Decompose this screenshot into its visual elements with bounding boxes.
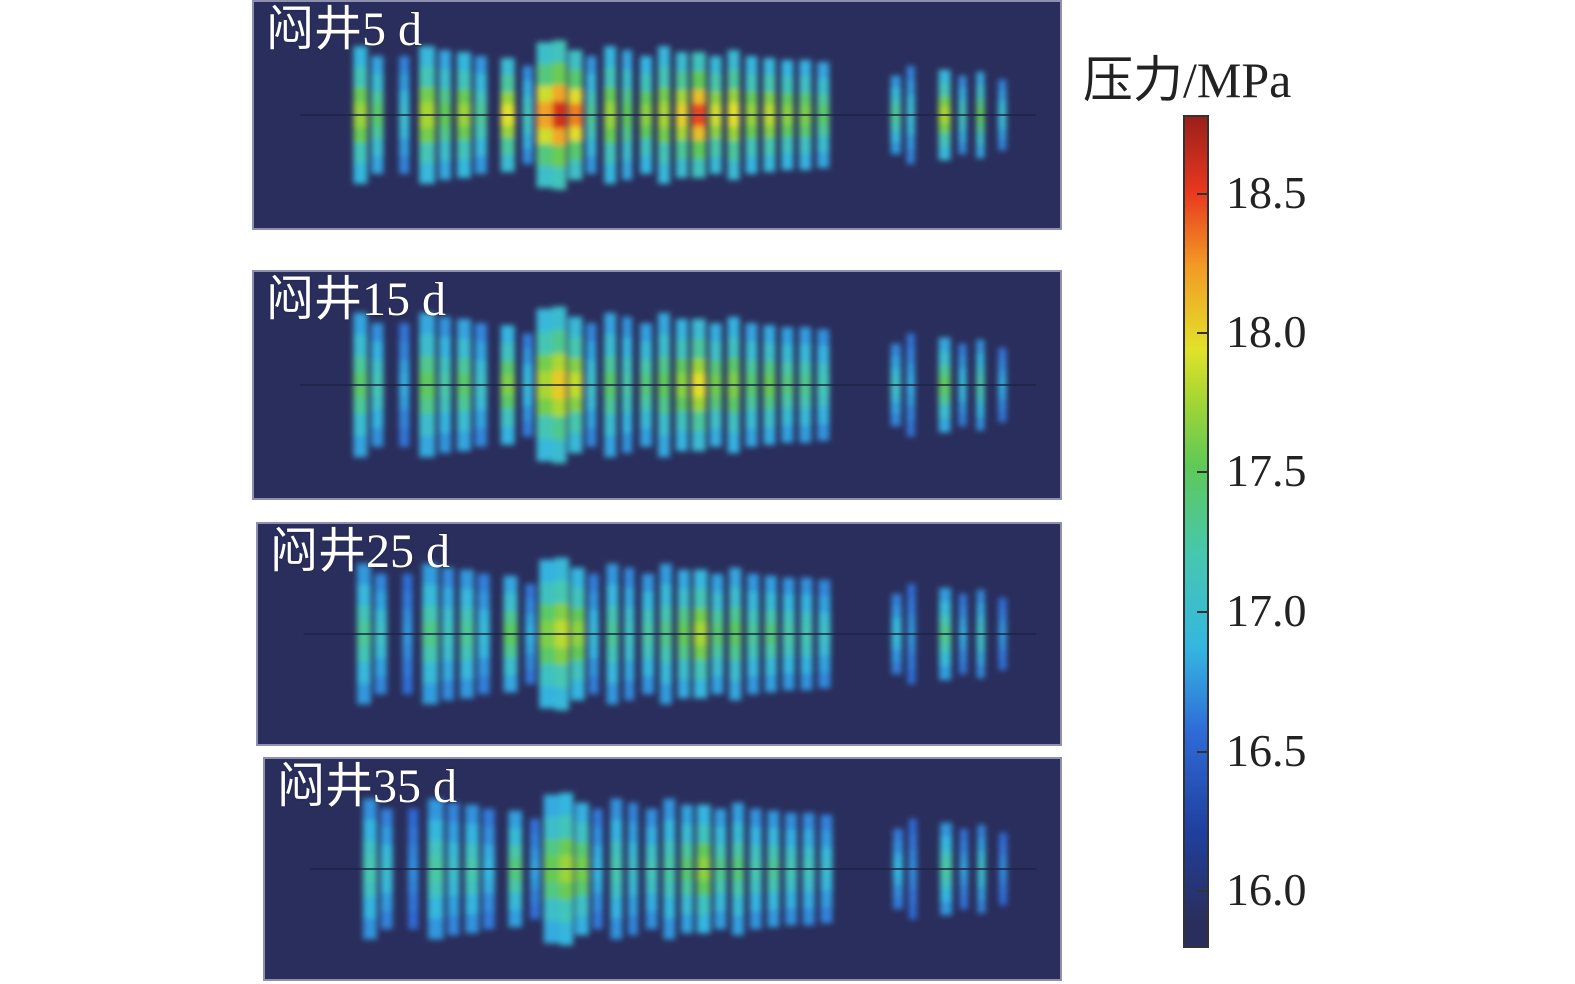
pressure-field-35d xyxy=(310,792,1037,946)
pressure-panel-25d: 闷井25 d xyxy=(256,522,1062,746)
pressure-panel-15d: 闷井15 d xyxy=(252,270,1062,500)
pressure-field-5d xyxy=(299,40,1037,190)
panel-label-15d: 闷井15 d xyxy=(266,273,447,326)
colorbar-tick-label: 17.5 xyxy=(1226,445,1307,496)
colorbar-tick xyxy=(1197,471,1209,473)
colorbar-tick xyxy=(1197,890,1209,892)
panel-label-5d: 闷井5 d xyxy=(266,3,423,56)
colorbar-tick xyxy=(1197,611,1209,613)
pressure-panel-35d: 闷井35 d xyxy=(263,757,1062,981)
pressure-panel-5d: 闷井5 d xyxy=(252,0,1062,230)
colorbar-tick xyxy=(1197,751,1209,753)
pressure-field-15d xyxy=(299,306,1037,464)
colorbar-title: 压力/MPa xyxy=(1083,52,1292,108)
panel-label-35d: 闷井35 d xyxy=(277,760,458,813)
colorbar-tick xyxy=(1197,332,1209,334)
colorbar-tick-label: 16.5 xyxy=(1226,725,1307,776)
colorbar-tick xyxy=(1197,193,1209,195)
panel-label-25d: 闷井25 d xyxy=(270,525,451,578)
colorbar-tick-label: 17.0 xyxy=(1226,585,1307,636)
colorbar-tick-label: 16.0 xyxy=(1226,864,1307,915)
pressure-field-25d xyxy=(303,557,1037,711)
colorbar-tick-label: 18.5 xyxy=(1226,167,1307,218)
colorbar xyxy=(1183,115,1209,948)
colorbar-tick-label: 18.0 xyxy=(1226,306,1307,357)
